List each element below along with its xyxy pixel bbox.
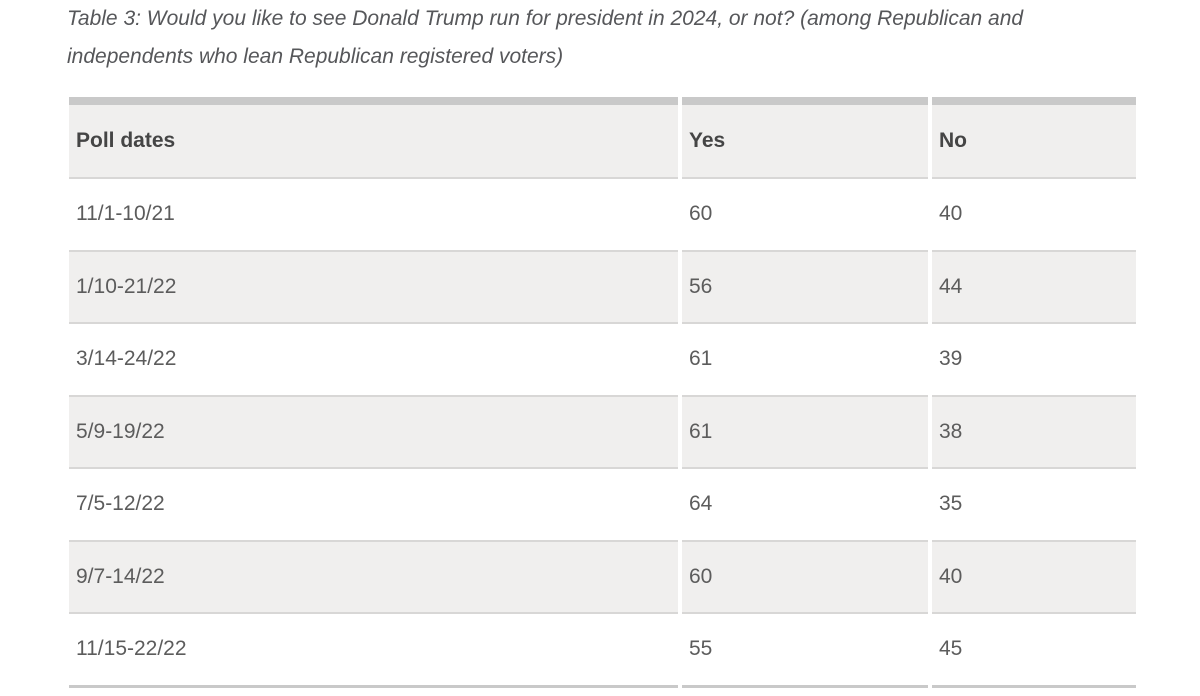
header-row: Poll dates Yes No [69,97,1136,177]
cell-yes: 56 [682,249,928,322]
table-row: 9/7-14/22 60 40 [69,539,1136,612]
table-caption: Table 3: Would you like to see Donald Tr… [67,7,1024,68]
cell-poll-dates: 11/15-22/22 [69,612,678,688]
cell-yes: 55 [682,612,928,688]
table-row: 5/9-19/22 61 38 [69,394,1136,467]
cell-poll-dates: 5/9-19/22 [69,394,678,467]
cell-yes: 61 [682,322,928,395]
cell-poll-dates: 9/7-14/22 [69,539,678,612]
column-header-poll-dates: Poll dates [69,97,678,177]
cell-no: 39 [932,322,1136,395]
cell-no: 38 [932,394,1136,467]
table-row: 7/5-12/22 64 35 [69,467,1136,540]
cell-yes: 60 [682,539,928,612]
cell-poll-dates: 11/1-10/21 [69,177,678,250]
poll-results-table: Poll dates Yes No 11/1-10/21 60 40 1/10-… [65,97,1140,688]
cell-poll-dates: 3/14-24/22 [69,322,678,395]
cell-no: 35 [932,467,1136,540]
table-row: 11/15-22/22 55 45 [69,612,1136,688]
cell-no: 40 [932,539,1136,612]
cell-no: 40 [932,177,1136,250]
column-header-no: No [932,97,1136,177]
cell-poll-dates: 7/5-12/22 [69,467,678,540]
cell-no: 45 [932,612,1136,688]
column-header-yes: Yes [682,97,928,177]
cell-poll-dates: 1/10-21/22 [69,249,678,322]
table-row: 3/14-24/22 61 39 [69,322,1136,395]
cell-yes: 64 [682,467,928,540]
table-row: 11/1-10/21 60 40 [69,177,1136,250]
cell-yes: 60 [682,177,928,250]
cell-yes: 61 [682,394,928,467]
cell-no: 44 [932,249,1136,322]
table-row: 1/10-21/22 56 44 [69,249,1136,322]
